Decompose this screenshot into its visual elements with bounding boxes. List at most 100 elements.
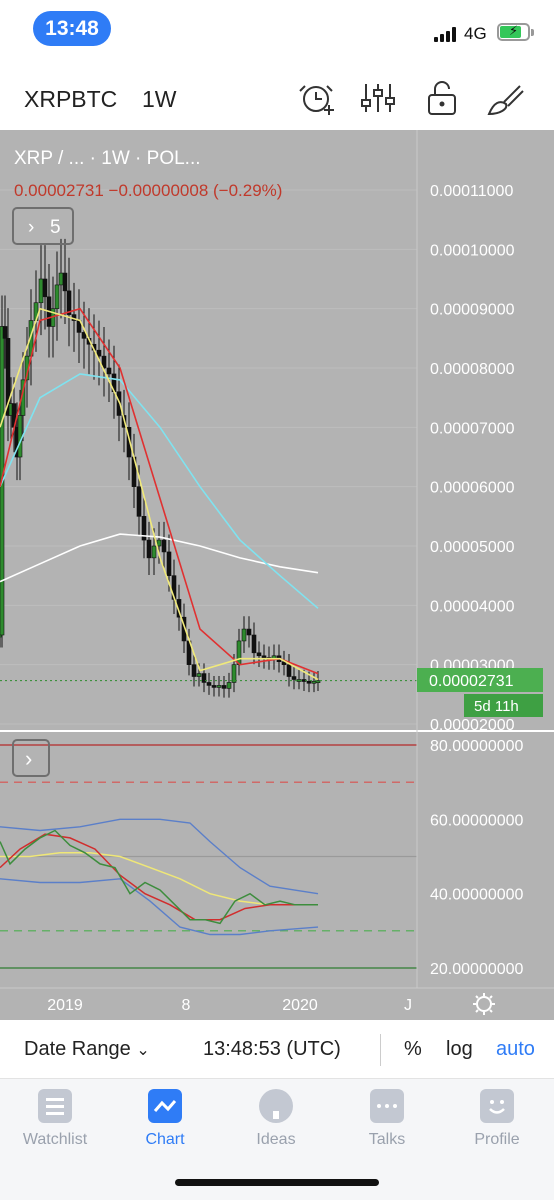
candle-body — [211, 685, 217, 688]
candles-layer — [0, 238, 321, 698]
percent-scale-toggle[interactable]: % — [404, 1038, 422, 1060]
candle-body — [166, 551, 172, 576]
legend-title: XRP / ... · 1W · POL... — [14, 148, 201, 169]
candle-body — [106, 367, 112, 375]
tab-profile[interactable]: Profile — [447, 1089, 547, 1149]
ma-cyan-line — [0, 373, 319, 609]
candle-body — [231, 664, 237, 683]
time-tick-label: 8 — [182, 997, 191, 1014]
oscillator-green-line — [0, 829, 318, 925]
candle-body — [176, 599, 182, 618]
tab-watchlist[interactable]: Watchlist — [5, 1089, 105, 1149]
date-range-button[interactable]: Date Range ⌄ — [24, 1038, 150, 1061]
candle-body — [236, 640, 242, 665]
tab-chart[interactable]: Chart — [115, 1089, 215, 1149]
band-lower-line — [0, 878, 319, 936]
alarm-add-icon[interactable] — [296, 78, 336, 118]
oscillator-tick-label: 40.00000000 — [430, 887, 524, 904]
candle-body — [5, 338, 11, 416]
tab-label: Watchlist — [22, 1131, 88, 1148]
battery-icon: ⚡ — [497, 23, 530, 41]
ma-yellow-line — [0, 307, 319, 681]
auto-scale-toggle[interactable]: auto — [496, 1038, 535, 1060]
symbol-button[interactable]: XRPBTC — [24, 86, 118, 112]
tab-talks[interactable]: Talks — [337, 1089, 437, 1149]
candle-body — [256, 652, 262, 657]
chevron-right-icon: › — [28, 217, 34, 238]
chart-settings-icon[interactable] — [473, 993, 495, 1015]
candle-body — [141, 516, 147, 541]
tab-ideas[interactable]: Ideas — [226, 1089, 326, 1149]
candle-body — [81, 332, 87, 339]
log-scale-toggle[interactable]: log — [446, 1038, 473, 1060]
divider — [380, 1034, 381, 1066]
candle-body — [315, 680, 321, 683]
candle-body — [161, 539, 167, 553]
price-tick-label: 0.00004000 — [430, 598, 515, 615]
tab-label: Chart — [145, 1131, 185, 1148]
price-tick-label: 0.00011000 — [430, 183, 513, 200]
indicators-icon[interactable] — [358, 78, 398, 118]
oscillator-tick-label: 80.00000000 — [430, 738, 524, 755]
chevron-down-icon: ⌄ — [136, 1042, 150, 1059]
home-indicator — [175, 1179, 379, 1186]
oscillator-tick-label: 20.00000000 — [430, 961, 524, 978]
candle-body — [156, 539, 162, 547]
time-tick-label: 2020 — [282, 997, 318, 1014]
price-tick-label: 0.00010000 — [430, 242, 515, 259]
tab-label: Talks — [368, 1131, 406, 1148]
candle-body — [241, 628, 247, 642]
candle-body — [206, 682, 212, 686]
signal-icon — [434, 26, 456, 42]
candle-body — [126, 427, 132, 458]
candle-body — [196, 673, 202, 677]
oscillator-expand-button[interactable]: › — [12, 739, 50, 777]
chart-area[interactable]: 0.00011000 0.00010000 0.00009000 0.00008000… — [0, 130, 554, 1020]
candle-body — [246, 628, 252, 636]
candle-body — [42, 278, 48, 298]
chat-icon — [370, 1089, 404, 1123]
interval-button[interactable]: 1W — [142, 86, 177, 112]
candle-body — [216, 685, 222, 688]
lock-icon[interactable] — [422, 78, 462, 118]
utc-time[interactable]: 13:48:53 (UTC) — [203, 1038, 341, 1060]
chart-controls: Date Range ⌄ 13:48:53 (UTC) % log auto — [0, 1022, 554, 1078]
time-tick-label: J — [404, 997, 412, 1014]
oscillator-layer — [0, 818, 319, 936]
ma-red-line — [0, 307, 319, 675]
moving-averages-layer — [0, 307, 417, 682]
price-tick-label: 0.00007000 — [430, 420, 515, 437]
countdown-box — [464, 694, 543, 717]
status-bar: 13:48 4G ⚡ — [0, 0, 554, 60]
oscillator-red-line — [0, 833, 318, 921]
tab-label: Ideas — [256, 1131, 296, 1148]
drawing-tools-icon[interactable] — [486, 78, 526, 118]
status-time: 13:48 — [33, 11, 111, 46]
candle-body — [251, 634, 257, 654]
collapse-legend-button[interactable]: › 5 — [12, 207, 74, 245]
candle-body — [286, 664, 292, 677]
network-type: 4G — [464, 24, 487, 43]
list-icon — [38, 1089, 72, 1123]
candle-body — [58, 272, 64, 286]
legend-values: 0.00002731 −0.00000008 (−0.29%) — [14, 181, 282, 200]
oscillator-tick-label: 60.00000000 — [430, 812, 524, 829]
candle-body — [291, 676, 297, 680]
candle-body — [221, 685, 227, 689]
candle-body — [38, 278, 44, 304]
chevron-right-icon: › — [25, 746, 32, 771]
candle-body — [151, 545, 157, 559]
price-tick-label: 0.00006000 — [430, 480, 515, 497]
candle-body — [311, 680, 317, 684]
chart-icon — [148, 1089, 182, 1123]
candle-body — [2, 326, 8, 339]
price-tick-label: 0.00009000 — [430, 302, 515, 319]
profile-icon — [480, 1089, 514, 1123]
chart-canvas[interactable]: 0.00011000 0.00010000 0.00009000 0.00008000… — [0, 130, 554, 1020]
bulb-icon — [259, 1089, 293, 1123]
candle-body — [62, 272, 68, 292]
candle-body — [261, 655, 267, 659]
candle-body — [66, 290, 72, 315]
chart-header: XRPBTC 1W — [0, 62, 554, 130]
